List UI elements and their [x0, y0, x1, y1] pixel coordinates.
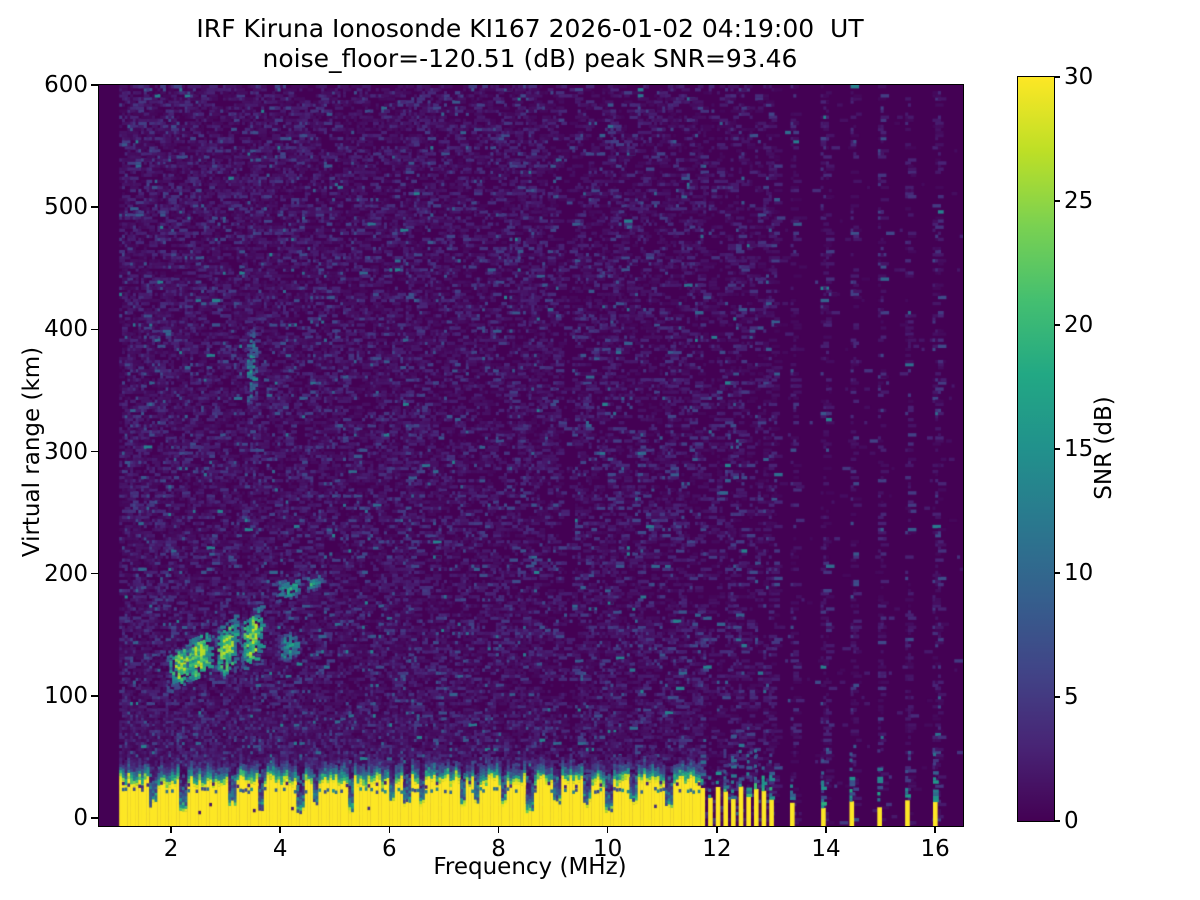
- y-tick: [91, 817, 98, 819]
- colorbar-tick: [1054, 200, 1060, 202]
- colorbar-tick-label: 30: [1064, 64, 1094, 90]
- y-tick-label: 400: [44, 316, 88, 343]
- colorbar-tick: [1054, 572, 1060, 574]
- ionogram-heatmap: [99, 85, 963, 826]
- x-tick: [934, 826, 936, 833]
- colorbar-tick: [1054, 76, 1060, 78]
- colorbar: [1017, 76, 1055, 822]
- chart-title-line2: noise_floor=-120.51 (dB) peak SNR=93.46: [262, 44, 798, 73]
- x-axis-label: Frequency (MHz): [433, 854, 627, 880]
- colorbar-tick-label: 0: [1064, 808, 1079, 834]
- y-tick-label: 100: [44, 682, 88, 709]
- y-tick: [91, 572, 98, 575]
- x-tick: [279, 826, 281, 833]
- colorbar-tick: [1054, 696, 1060, 698]
- x-tick: [388, 826, 391, 833]
- y-tick-label: 300: [44, 438, 88, 465]
- colorbar-tick-label: 20: [1064, 312, 1094, 338]
- y-tick-label: 500: [44, 194, 88, 221]
- y-tick: [91, 328, 98, 331]
- colorbar-gradient: [1018, 77, 1054, 821]
- x-tick: [170, 826, 172, 833]
- plot-area: [98, 84, 964, 827]
- x-tick-label: 6: [382, 836, 397, 862]
- x-tick: [825, 826, 827, 833]
- colorbar-tick-label: 25: [1064, 188, 1094, 214]
- x-tick-label: 2: [163, 836, 179, 862]
- y-tick: [91, 450, 98, 453]
- y-tick: [91, 206, 98, 208]
- colorbar-tick: [1054, 448, 1060, 450]
- colorbar-tick-label: 15: [1064, 436, 1094, 462]
- x-tick: [716, 826, 718, 833]
- chart-title-line1: IRF Kiruna Ionosonde KI167 2026-01-02 04…: [196, 14, 864, 43]
- colorbar-tick-label: 10: [1064, 560, 1094, 586]
- x-tick-label: 12: [702, 836, 732, 862]
- x-tick-label: 4: [272, 836, 288, 862]
- x-tick: [497, 826, 500, 833]
- x-tick-label: 16: [920, 836, 950, 862]
- colorbar-tick-label: 5: [1064, 684, 1079, 710]
- colorbar-tick: [1054, 820, 1060, 822]
- chart-title: IRF Kiruna Ionosonde KI167 2026-01-02 04…: [98, 14, 962, 74]
- x-tick: [606, 826, 609, 833]
- y-tick-label: 600: [44, 72, 88, 98]
- y-tick: [91, 695, 98, 697]
- x-tick-label: 14: [811, 836, 841, 862]
- x-tick-label: 10: [593, 836, 623, 862]
- y-tick: [91, 84, 98, 86]
- y-tick-label: 0: [73, 805, 88, 832]
- y-tick-label: 200: [44, 560, 88, 587]
- colorbar-tick: [1054, 324, 1060, 326]
- x-tick-label: 8: [491, 836, 506, 862]
